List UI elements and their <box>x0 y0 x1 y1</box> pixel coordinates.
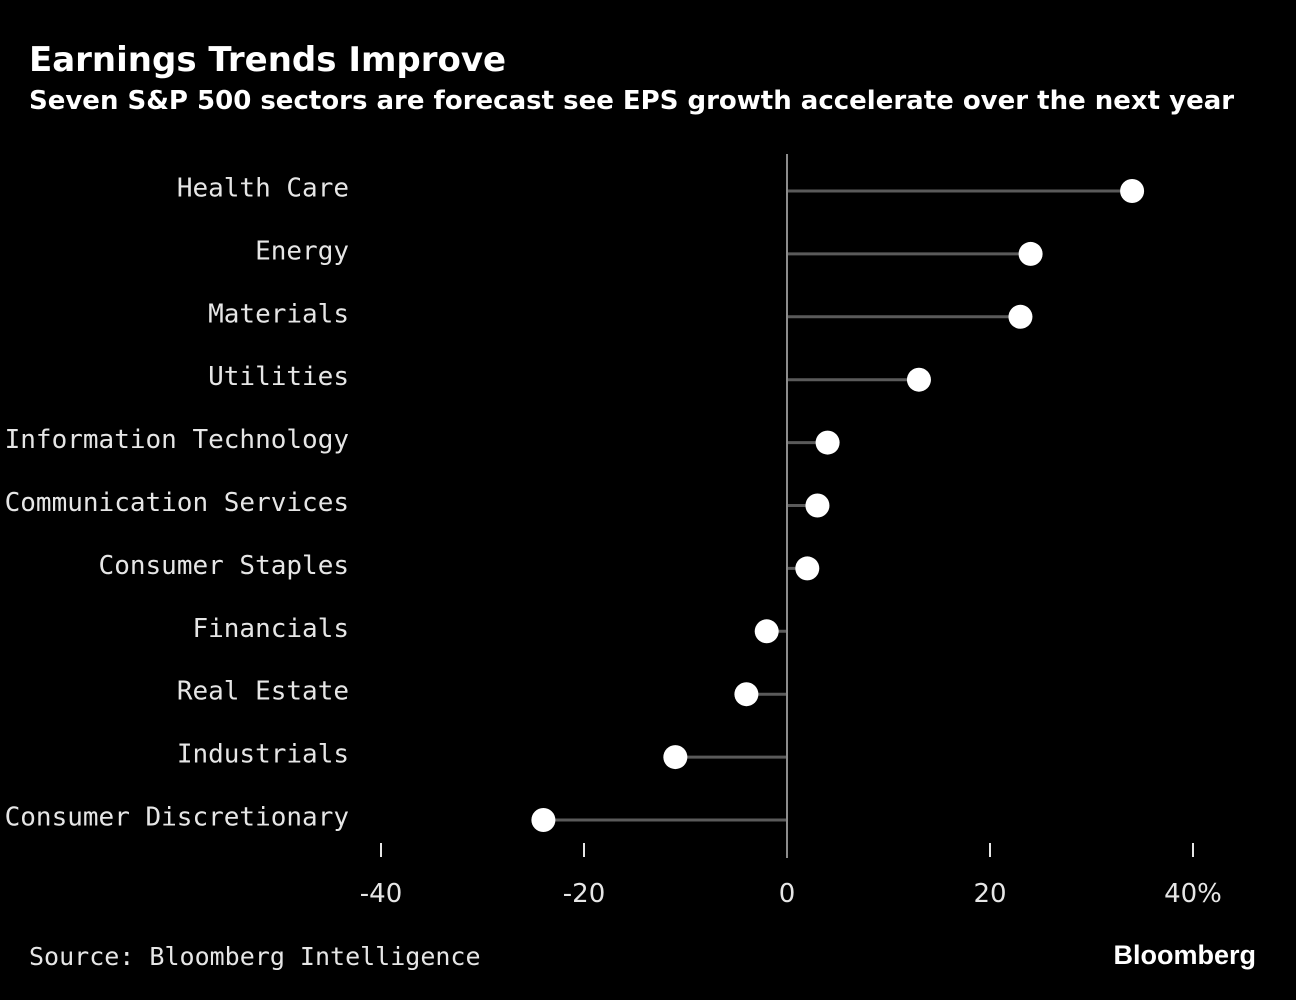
x-tick-label-40: 40% <box>1164 879 1222 909</box>
dot-consumer-discretionary <box>531 808 556 832</box>
dot-industrials <box>663 745 688 770</box>
dot-financials <box>754 619 779 644</box>
x-tick-label-neg40: -40 <box>360 879 402 909</box>
category-label-information-technology: Information Technology <box>5 425 349 455</box>
category-labels-layer: Health Care Energy Materials Utilities Infor… <box>5 174 349 833</box>
category-label-utilities: Utilities <box>208 362 349 392</box>
chart-title: Earnings Trends Improve <box>29 40 507 80</box>
category-label-health-care: Health Care <box>177 174 349 204</box>
category-label-consumer-staples: Consumer Staples <box>99 551 349 581</box>
dot-real-estate <box>734 682 759 707</box>
category-label-materials: Materials <box>208 299 349 329</box>
dot-utilities <box>906 367 931 392</box>
dot-consumer-staples <box>795 556 820 581</box>
x-tick-label-20: 20 <box>973 879 1006 909</box>
dot-communication-services <box>805 493 830 518</box>
dot-materials <box>1008 304 1033 329</box>
x-ticks-layer: -40 -20 0 20 40% <box>360 843 1222 909</box>
dot-health-care <box>1120 179 1145 203</box>
stems-layer <box>543 189 1133 822</box>
dot-energy <box>1018 241 1043 266</box>
category-label-energy: Energy <box>255 236 349 266</box>
lollipop-chart: -40 -20 0 20 40% Health Care Energy Materials U… <box>5 154 1222 909</box>
source-note: Source: Bloomberg Intelligence <box>29 942 481 971</box>
dots-layer <box>531 179 1145 832</box>
x-tick-label-0: 0 <box>779 879 796 909</box>
bloomberg-logo: Bloomberg <box>1113 940 1256 970</box>
category-label-financials: Financials <box>192 614 349 644</box>
chart-subtitle: Seven S&P 500 sectors are forecast see E… <box>29 86 1235 116</box>
category-label-real-estate: Real Estate <box>177 677 349 707</box>
x-tick-label-neg20: -20 <box>563 879 605 909</box>
dot-information-technology <box>815 430 840 455</box>
category-label-communication-services: Communication Services <box>5 488 349 518</box>
category-label-industrials: Industrials <box>177 740 349 770</box>
category-label-consumer-discretionary: Consumer Discretionary <box>5 803 349 833</box>
